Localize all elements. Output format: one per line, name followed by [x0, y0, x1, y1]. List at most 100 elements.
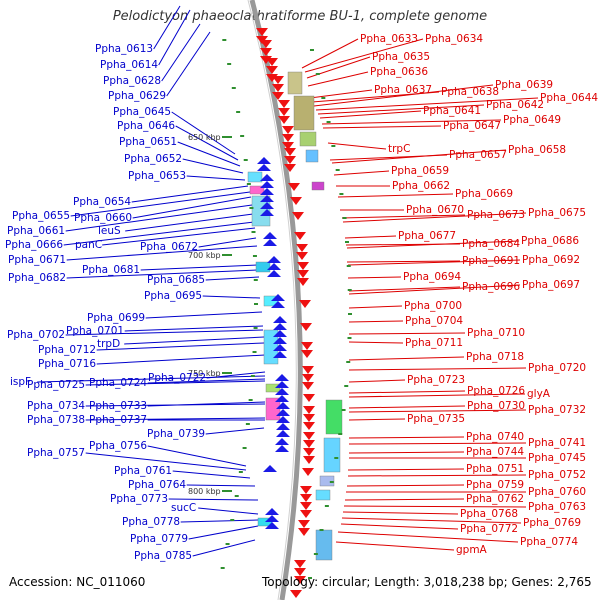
- reverse-gene-arrow: [272, 84, 284, 92]
- gene-label-left: Ppha_0681: [82, 264, 140, 276]
- leader-line: [348, 405, 466, 409]
- forward-gene-arrow: [260, 209, 274, 216]
- leader-line: [175, 125, 239, 161]
- genome-backbone-arc: [249, 0, 303, 600]
- reverse-gene-arrow: [294, 232, 306, 240]
- leader-line: [125, 213, 254, 232]
- gene-label-right: Ppha_0768: [460, 508, 518, 520]
- gene-label-right: glyA: [527, 388, 551, 400]
- reverse-gene-arrow: [303, 440, 315, 448]
- gene-label-right: Ppha_0639: [495, 79, 553, 91]
- leader-line: [348, 332, 466, 335]
- leader-line: [188, 525, 259, 540]
- leader-line: [96, 354, 266, 365]
- gene-label-right: Ppha_0647: [443, 120, 501, 132]
- gene-block: [325, 399, 343, 435]
- forward-gene-arrow: [273, 337, 287, 344]
- reverse-gene-arrow: [300, 502, 312, 510]
- reverse-gene-arrow: [296, 252, 308, 260]
- leader-line: [198, 507, 259, 515]
- leader-line: [85, 452, 247, 471]
- forward-gene-arrow: [275, 395, 289, 402]
- gene-label-right: Ppha_0723: [407, 374, 465, 386]
- scale-tick-label: 750 kbp: [188, 369, 221, 378]
- forward-gene-arrow: [271, 301, 285, 308]
- leader-line: [348, 390, 466, 394]
- leader-line: [147, 445, 247, 467]
- gene-label-right: Ppha_0669: [455, 188, 513, 200]
- reverse-gene-arrow: [294, 568, 306, 576]
- reverse-gene-arrow: [288, 183, 300, 191]
- gene-label-left: Ppha_0716: [38, 358, 96, 370]
- gene-label-left: trpD: [97, 338, 120, 350]
- gene-label-right: Ppha_0711: [405, 337, 463, 349]
- reverse-gene-arrow: [303, 448, 315, 456]
- leader-line: [348, 379, 406, 383]
- forward-gene-arrow: [273, 330, 287, 337]
- gene-label-right: Ppha_0700: [404, 300, 462, 312]
- leader-line: [158, 9, 191, 66]
- gene-label-left: leuS: [98, 225, 121, 237]
- gene-label-left: Ppha_0737: [89, 414, 147, 426]
- leader-line: [180, 519, 259, 523]
- gene-label-right: Ppha_0741: [528, 437, 586, 449]
- gene-label-right: Ppha_0677: [398, 230, 456, 242]
- gene-label-right: Ppha_0686: [521, 235, 579, 247]
- forward-gene-arrow: [276, 409, 290, 416]
- leader-line: [198, 237, 257, 248]
- gene-label-right: Ppha_0710: [467, 327, 525, 339]
- leader-line: [37, 375, 266, 383]
- reverse-gene-arrow: [302, 468, 314, 476]
- leader-line: [153, 5, 181, 50]
- reverse-gene-arrow: [303, 406, 315, 414]
- gene-block: [323, 437, 341, 473]
- gene-label-left: Ppha_0733: [89, 400, 147, 412]
- reverse-gene-arrow: [300, 510, 312, 518]
- leader-line: [348, 393, 526, 398]
- gene-block: [255, 261, 271, 273]
- leader-line: [66, 245, 258, 261]
- leader-line: [348, 442, 527, 445]
- reverse-gene-arrow: [294, 560, 306, 568]
- reverse-gene-arrow: [296, 244, 308, 252]
- reverse-gene-arrow: [260, 48, 272, 56]
- forward-gene-arrow: [265, 515, 279, 522]
- gene-label-left: Ppha_0695: [144, 290, 202, 302]
- gene-label-right: Ppha_0718: [466, 351, 524, 363]
- forward-gene-arrow: [275, 381, 289, 388]
- gene-label-left: Ppha_0655: [12, 210, 70, 222]
- gene-label-right: Ppha_0637: [374, 84, 432, 96]
- leader-line: [348, 341, 404, 344]
- gene-label-right: Ppha_0691: [462, 255, 520, 267]
- reverse-gene-arrow: [284, 164, 296, 172]
- gene-label-left: Ppha_0652: [124, 153, 182, 165]
- gene-label-left: Ppha_0738: [27, 414, 85, 426]
- leader-line: [348, 286, 461, 292]
- leader-line: [147, 378, 266, 384]
- gene-label-right: Ppha_0735: [407, 413, 465, 425]
- leader-line: [342, 212, 527, 223]
- reverse-gene-arrow: [282, 142, 294, 150]
- reverse-gene-arrow: [297, 262, 309, 270]
- reverse-strand-genes: [256, 28, 315, 598]
- leader-line: [347, 276, 402, 279]
- map-title: Pelodictyon phaeoclathratiforme BU-1, co…: [112, 9, 488, 24]
- gene-label-right: Ppha_0732: [528, 404, 586, 416]
- reverse-gene-arrow: [266, 58, 278, 66]
- forward-gene-arrow: [267, 256, 281, 263]
- gene-label-right: Ppha_0675: [528, 207, 586, 219]
- gene-label-left: Ppha_0661: [7, 225, 65, 237]
- leader-line: [347, 474, 527, 477]
- gene-block: [249, 185, 265, 195]
- gene-label-left: Ppha_0739: [147, 428, 205, 440]
- gene-block: [315, 529, 333, 561]
- reverse-gene-arrow: [298, 528, 310, 536]
- forward-gene-arrow: [260, 174, 274, 181]
- leader-line: [140, 264, 259, 271]
- leader-line: [347, 259, 521, 266]
- gene-block: [305, 149, 319, 163]
- reverse-gene-arrow: [298, 520, 310, 528]
- gene-label-right: Ppha_0657: [449, 149, 507, 161]
- gene-label-left: Ppha_0613: [95, 43, 153, 55]
